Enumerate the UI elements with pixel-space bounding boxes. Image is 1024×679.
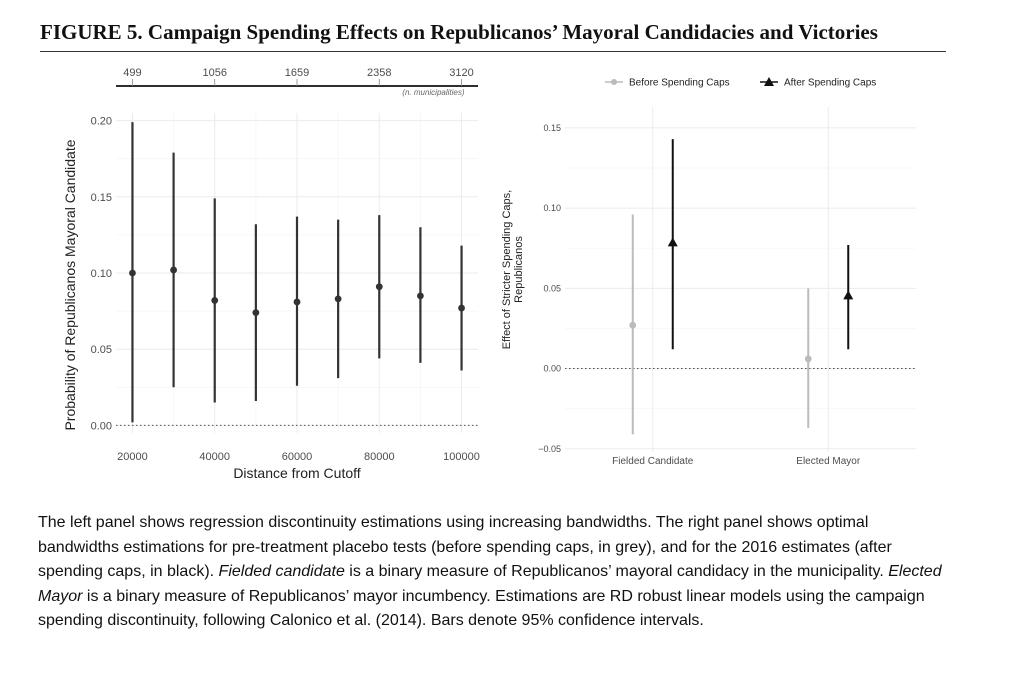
left-y-tick-label: 0.05 [91, 344, 112, 356]
right-y-axis-title: Effect of Stricter Spending Caps,Republi… [501, 190, 525, 349]
right-y-axis-title-line: Republicanos [513, 236, 525, 303]
legend-key-marker [764, 77, 774, 86]
left-x-tick-label: 40000 [199, 451, 230, 463]
right-point [667, 237, 678, 247]
left-point [129, 269, 136, 277]
right-y-tick-label: 0.15 [543, 123, 561, 133]
left-point [375, 283, 383, 291]
left-top-axis-label: 1659 [285, 67, 309, 79]
left-point [417, 292, 424, 300]
right-x-tick-label: Elected Mayor [796, 456, 861, 467]
right-panel: −0.05 0.00 0.05 0.10 0.15 Fielded Candidate El… [501, 77, 916, 467]
right-point [629, 321, 637, 329]
right-y-tick-label: 0.05 [543, 283, 561, 293]
legend-label: After Spending Caps [784, 78, 876, 89]
left-point [458, 304, 465, 312]
right-point [843, 290, 854, 300]
right-y-axis-title-line: Effect of Stricter Spending Caps, [501, 190, 513, 349]
right-y-tick-label: 0.00 [543, 364, 561, 374]
left-point [211, 297, 219, 304]
left-top-axis-label: 2358 [367, 67, 391, 79]
left-y-tick-label: 0.10 [91, 268, 112, 280]
left-x-tick-label: 60000 [282, 451, 313, 463]
left-panel: 0.00 0.05 0.10 0.15 0.20 20000 40000 60000 80000… [62, 67, 480, 481]
caption-term-fielded-candidate: Fielded candidate [218, 563, 345, 580]
left-y-axis-title: Probability of Republicanos Mayoral Cand… [62, 139, 78, 430]
title-rule [40, 51, 946, 52]
left-top-axis-label: 1056 [202, 67, 226, 79]
left-x-axis-title: Distance from Cutoff [233, 465, 360, 481]
left-point [293, 298, 301, 306]
right-y-tick-label: −0.05 [538, 444, 561, 454]
left-point [252, 309, 260, 317]
figure-caption: The left panel shows regression disconti… [38, 511, 948, 634]
left-y-tick-label: 0.00 [91, 420, 112, 432]
left-point [170, 266, 177, 274]
caption-term-elected-mayor: Elected Mayor [38, 563, 942, 605]
figure-title: FIGURE 5. Campaign Spending Effects on R… [40, 20, 878, 44]
right-y-tick-label: 0.10 [543, 203, 561, 213]
legend-label: Before Spending Caps [629, 78, 730, 89]
left-y-tick-label: 0.15 [91, 192, 112, 204]
right-x-tick-label: Fielded Candidate [612, 456, 694, 467]
left-point [334, 295, 342, 303]
left-y-tick-label: 0.20 [91, 116, 112, 128]
caption-part-3: is a binary measure of Republicanos’ may… [38, 587, 925, 630]
caption-part-2: is a binary measure of Republicanos’ may… [344, 563, 889, 580]
legend-key-marker [611, 79, 617, 85]
left-top-axis-label: 499 [123, 67, 141, 79]
left-top-axis-note: (n. municipalities) [402, 88, 465, 97]
caption-part-1: The left panel shows regression disconti… [38, 514, 892, 580]
left-x-tick-label: 80000 [364, 451, 395, 463]
left-top-axis-label: 3120 [449, 67, 473, 79]
left-x-tick-label: 100000 [443, 451, 480, 463]
left-x-tick-label: 20000 [117, 451, 148, 463]
right-point [804, 355, 812, 363]
